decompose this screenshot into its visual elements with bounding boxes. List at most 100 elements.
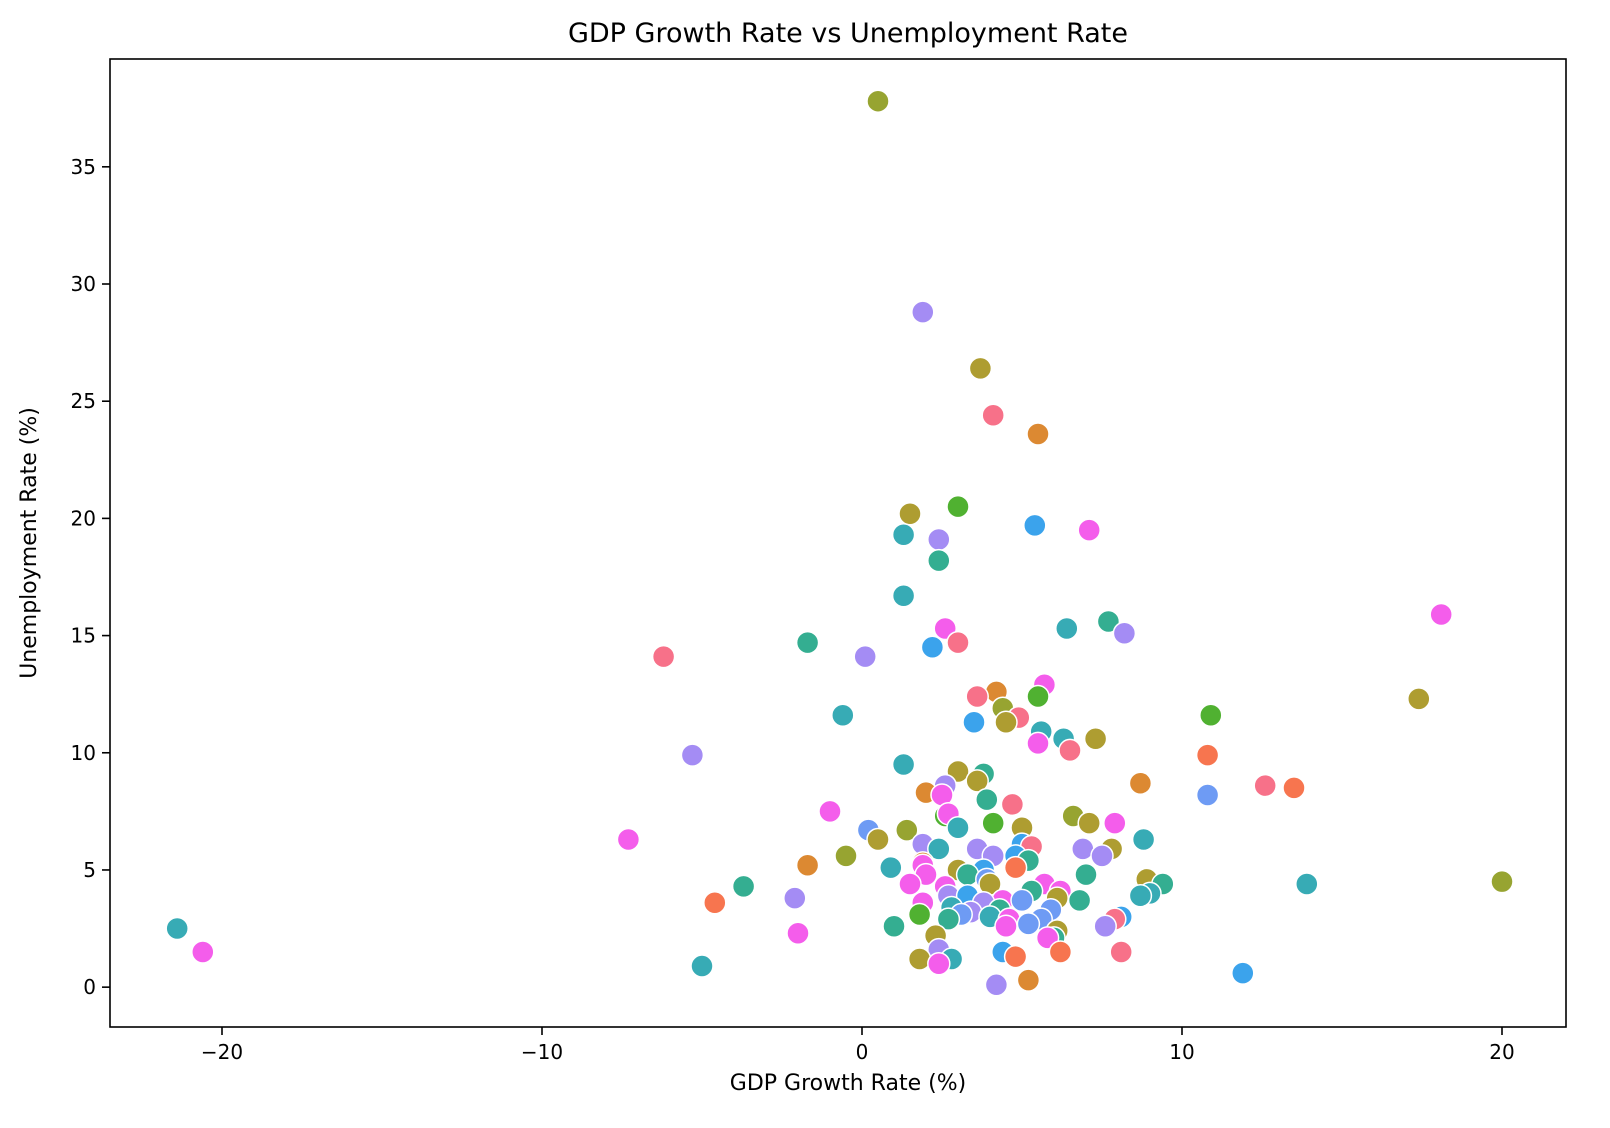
- data-point: [1077, 811, 1101, 835]
- x-tick-label: 20: [1489, 1040, 1514, 1064]
- data-point: [981, 403, 1005, 428]
- data-point: [165, 916, 189, 941]
- y-tick-label: 30: [71, 272, 96, 296]
- data-point: [927, 951, 951, 976]
- data-point: [891, 752, 916, 777]
- data-point: [994, 914, 1018, 938]
- data-point: [891, 583, 916, 608]
- data-point: [981, 811, 1005, 835]
- points-layer: [165, 89, 1514, 997]
- data-point: [680, 743, 705, 767]
- y-tick-label: 15: [71, 624, 96, 648]
- data-point: [965, 684, 989, 709]
- data-point: [1000, 792, 1025, 817]
- data-point: [946, 816, 970, 840]
- x-tick-label: −10: [521, 1040, 563, 1064]
- data-point: [1295, 872, 1319, 896]
- data-point: [1023, 513, 1047, 538]
- data-point: [907, 947, 932, 971]
- data-point: [1253, 773, 1277, 798]
- data-point: [920, 635, 945, 660]
- data-point: [818, 799, 842, 824]
- data-point: [866, 827, 890, 852]
- data-point: [1429, 602, 1453, 627]
- data-point: [1003, 944, 1028, 969]
- data-point: [1058, 738, 1082, 763]
- plot-frame: [109, 58, 1567, 1028]
- data-point: [1010, 888, 1034, 913]
- data-point: [1112, 621, 1137, 645]
- data-point: [1067, 888, 1092, 913]
- data-point: [1490, 869, 1514, 894]
- data-point: [1016, 912, 1041, 936]
- data-point: [1083, 726, 1108, 751]
- data-point: [866, 89, 890, 113]
- data-point: [968, 356, 993, 381]
- data-point: [1003, 855, 1028, 880]
- data-point: [703, 891, 727, 915]
- data-point: [834, 844, 858, 868]
- data-point: [962, 710, 986, 735]
- data-point: [795, 853, 820, 878]
- data-point: [975, 787, 999, 812]
- data-point: [1093, 914, 1117, 938]
- data-point: [984, 973, 1009, 997]
- data-point: [891, 523, 916, 547]
- data-point: [907, 902, 932, 927]
- x-axis: −20 −10 0 10 20: [201, 1027, 1515, 1064]
- data-point: [898, 872, 922, 896]
- data-point: [1103, 811, 1127, 835]
- data-point: [690, 954, 714, 978]
- data-point: [786, 921, 810, 945]
- data-point: [1199, 703, 1223, 728]
- data-point: [1109, 940, 1133, 964]
- data-point: [1026, 422, 1050, 446]
- data-point: [191, 940, 215, 964]
- data-point: [1026, 731, 1050, 756]
- data-point: [731, 874, 756, 899]
- data-point: [1231, 961, 1255, 985]
- data-point: [853, 644, 877, 669]
- data-point: [1131, 827, 1156, 852]
- y-axis-label: Unemployment Rate (%): [17, 407, 42, 679]
- data-point: [1090, 844, 1114, 868]
- data-point: [898, 501, 922, 526]
- y-tick-label: 10: [71, 741, 96, 765]
- y-tick-label: 35: [71, 155, 96, 179]
- y-tick-label: 5: [83, 858, 96, 882]
- data-point: [1195, 743, 1220, 767]
- data-point: [795, 630, 820, 655]
- data-point: [1016, 968, 1041, 992]
- data-point: [1195, 783, 1220, 807]
- data-point: [1282, 776, 1306, 800]
- data-point: [936, 907, 961, 931]
- data-point: [882, 914, 906, 938]
- data-point: [955, 862, 980, 887]
- y-axis: 0 5 10 15 20 25 30 35: [71, 155, 110, 999]
- data-point: [1055, 616, 1079, 641]
- data-point: [1026, 684, 1050, 709]
- data-point: [946, 630, 970, 655]
- data-point: [895, 818, 919, 842]
- data-point: [927, 837, 951, 861]
- data-point: [616, 827, 641, 852]
- x-axis-label: GDP Growth Rate (%): [730, 1071, 966, 1096]
- data-point: [831, 703, 855, 728]
- data-point: [946, 494, 970, 519]
- data-point: [1128, 771, 1153, 795]
- data-point: [1128, 883, 1153, 908]
- data-point: [927, 548, 951, 573]
- data-point: [1096, 609, 1121, 634]
- data-point: [911, 300, 935, 324]
- data-point: [1407, 687, 1431, 711]
- y-tick-label: 25: [71, 389, 96, 413]
- y-tick-label: 0: [83, 975, 96, 999]
- data-point: [994, 710, 1018, 735]
- y-tick-label: 20: [71, 506, 96, 530]
- data-point: [1074, 862, 1098, 887]
- data-point: [965, 769, 989, 793]
- data-point: [1048, 940, 1073, 964]
- x-tick-label: −20: [201, 1040, 243, 1064]
- data-point: [1077, 518, 1101, 542]
